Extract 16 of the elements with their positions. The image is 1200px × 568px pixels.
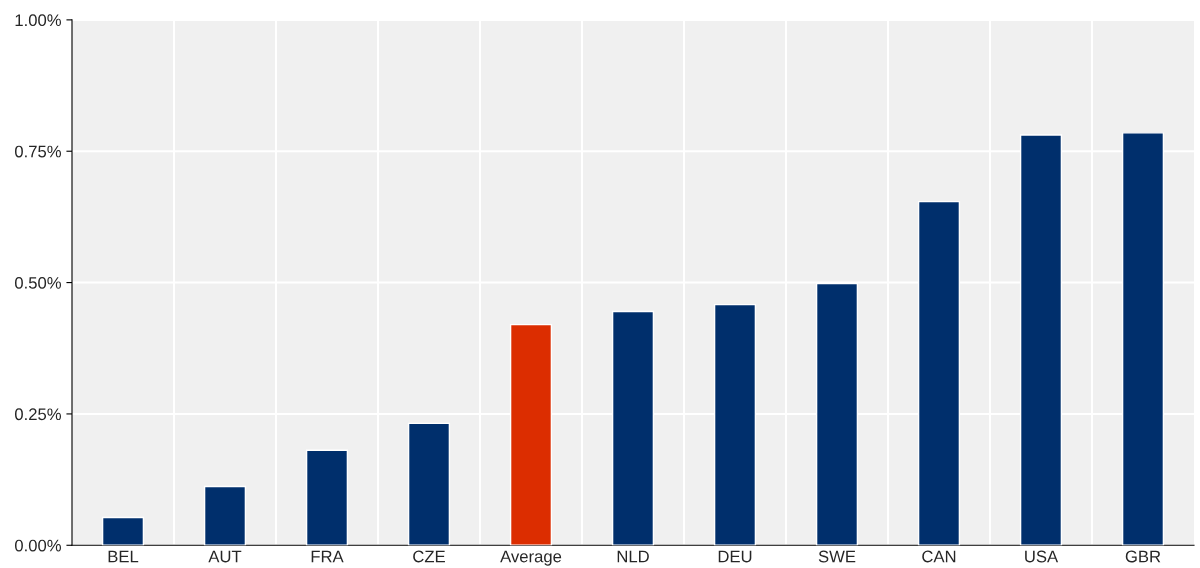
x-tick-label: NLD bbox=[617, 550, 649, 563]
y-tick-label: 0.75% bbox=[14, 145, 61, 158]
y-tick-label: 0.00% bbox=[14, 539, 61, 552]
x-tick-label: AUT bbox=[208, 550, 242, 563]
x-tick-label: Average bbox=[500, 550, 562, 566]
x-tick-label: GBR bbox=[1125, 550, 1161, 563]
x-tick-label: CAN bbox=[922, 550, 956, 563]
x-tick-label: DEU bbox=[718, 550, 752, 563]
y-tick-label: 0.25% bbox=[14, 408, 61, 421]
y-tick-label: 1.00% bbox=[15, 14, 61, 27]
x-tick-label: FRA bbox=[311, 550, 344, 563]
x-tick-label: BEL bbox=[108, 550, 139, 563]
x-tick-label: USA bbox=[1025, 550, 1059, 563]
x-tick-label: CZE bbox=[413, 550, 445, 563]
y-tick-label: 0.50% bbox=[14, 276, 61, 289]
x-tick-label: SWE bbox=[818, 550, 856, 563]
